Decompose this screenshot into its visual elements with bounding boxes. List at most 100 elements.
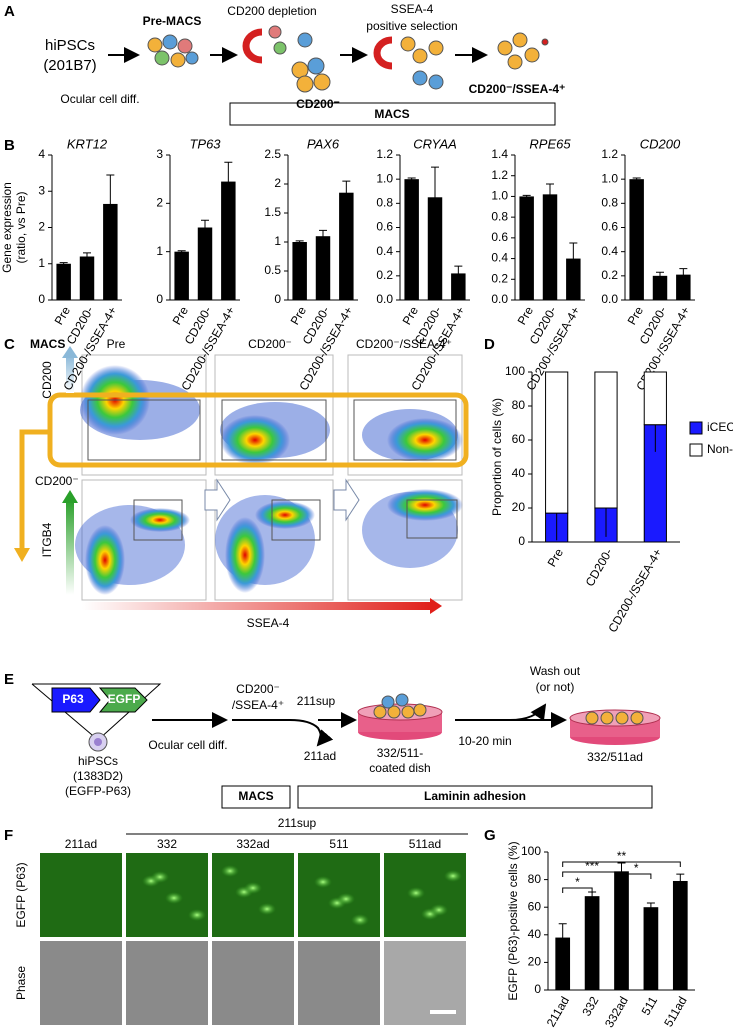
- cell-signal: [151, 871, 169, 883]
- y-tick-label: 1: [156, 244, 163, 258]
- bar-segment: [594, 371, 618, 509]
- bar: [174, 251, 189, 300]
- cell-signal: [258, 903, 276, 915]
- bar: [339, 192, 354, 300]
- y-tick-label: 2: [38, 220, 45, 234]
- y-tick-label: 0.4: [376, 244, 393, 258]
- fluorescence-image: [298, 853, 380, 937]
- text: 211ad: [304, 749, 336, 763]
- x-tick-label: Pre: [545, 546, 567, 569]
- x-tick-label: Pre: [625, 304, 647, 327]
- error-bar: [558, 923, 567, 952]
- y-tick-label: 20: [528, 955, 542, 969]
- x-tick-label: CD200-: [583, 546, 616, 589]
- text: 211sup: [297, 694, 336, 708]
- bar: [56, 263, 71, 300]
- text: Pre-MACS: [143, 14, 202, 28]
- bar: [643, 907, 659, 990]
- text: SSEA-4: [391, 2, 434, 16]
- y-tick-label: 1.2: [491, 168, 508, 182]
- text: Wash out: [530, 664, 581, 678]
- bar: [652, 275, 668, 300]
- error-bar: [224, 161, 233, 201]
- y-tick-label: 1.2: [601, 147, 618, 161]
- panel-c: MACS Pre CD200⁻ CD200⁻/SSEA-4⁺ CD200 CD2…: [14, 337, 469, 630]
- y-tick-label: 0.0: [601, 292, 618, 306]
- bar: [542, 194, 558, 300]
- text: (EGFP-P63): [65, 784, 131, 798]
- text: (201B7): [43, 57, 96, 74]
- fluorescence-image: [212, 853, 294, 937]
- panel-label: E: [4, 671, 14, 688]
- chart-title: CD200: [640, 136, 681, 151]
- y-tick-label: 1.4: [491, 147, 508, 161]
- cells: [268, 25, 331, 93]
- significance-label: **: [617, 849, 627, 863]
- y-tick-label: 0.0: [491, 292, 508, 306]
- y-tick-label: 0.6: [601, 220, 618, 234]
- phase-image: [126, 941, 208, 1025]
- x-tick-label: CD200-/SSEA-4+: [605, 546, 664, 635]
- significance-bracket: [621, 873, 652, 879]
- y-tick-label: 0.2: [376, 268, 393, 282]
- y-tick-label: 0: [156, 292, 163, 306]
- y-tick-label: 3: [38, 183, 45, 197]
- reporter: [98, 687, 148, 713]
- promoter: [51, 687, 101, 713]
- significance-bracket: [562, 887, 593, 893]
- y-tick-label: 0.8: [491, 209, 508, 223]
- cell-signal: [430, 904, 448, 916]
- axis-label: ITGB4: [40, 522, 54, 557]
- legend-swatch: [689, 421, 703, 435]
- panel-label: B: [4, 137, 15, 154]
- y-axis-label: Proportion of cells (%): [490, 398, 504, 516]
- text: CD200⁻: [236, 682, 280, 696]
- y-tick-label: 2.5: [264, 147, 281, 161]
- phase-image: [298, 941, 380, 1025]
- panel-label: D: [484, 336, 495, 353]
- vector-lines: [32, 683, 162, 741]
- bar-segment: [643, 371, 667, 426]
- y-tick-label: 1: [38, 256, 45, 270]
- bar: [221, 181, 236, 300]
- y-tick-label: 2: [156, 196, 163, 210]
- bar: [519, 196, 534, 300]
- cells: [147, 34, 199, 68]
- text: hiPSCs: [45, 37, 95, 54]
- legend-label: iCEC: [707, 420, 733, 434]
- error-bar: [646, 902, 655, 912]
- y-tick-label: 60: [512, 432, 526, 446]
- panel-e: P63 EGFP hiPSCs (1383D2) (EGFP-P63) Ocul…: [31, 664, 661, 809]
- error-bar: [454, 265, 463, 281]
- y-tick-label: 0.0: [376, 292, 393, 306]
- cell-signal: [165, 892, 183, 904]
- phase-image: [212, 941, 294, 1025]
- bar: [614, 871, 629, 990]
- panel-label: A: [4, 3, 15, 20]
- text: (1383D2): [73, 769, 123, 783]
- y-tick-label: 40: [512, 466, 526, 480]
- column-label: 211ad: [65, 837, 97, 851]
- text: (or not): [536, 680, 575, 694]
- cell-signal: [351, 914, 369, 926]
- error-bar: [59, 262, 68, 265]
- x-tick-label: Pre: [515, 304, 537, 327]
- dish: [357, 693, 443, 740]
- y-tick-label: 0.4: [491, 251, 508, 265]
- cell-signal: [444, 870, 462, 882]
- y-tick-label: 40: [528, 927, 542, 941]
- error-bar: [656, 271, 664, 280]
- significance-label: *: [634, 861, 639, 875]
- y-tick-label: 0.5: [264, 263, 281, 277]
- text: Laminin adhesion: [424, 789, 526, 803]
- error-bar: [319, 229, 327, 242]
- y-tick-label: 80: [512, 398, 526, 412]
- y-tick-label: 1.0: [376, 171, 393, 185]
- significance-label: ***: [585, 859, 599, 873]
- column-label: 511ad: [409, 837, 441, 851]
- bar: [451, 273, 466, 300]
- magnet: [373, 36, 393, 70]
- text: hiPSCs: [78, 754, 118, 768]
- text: P63: [62, 692, 84, 706]
- column-label: 332ad: [236, 837, 269, 851]
